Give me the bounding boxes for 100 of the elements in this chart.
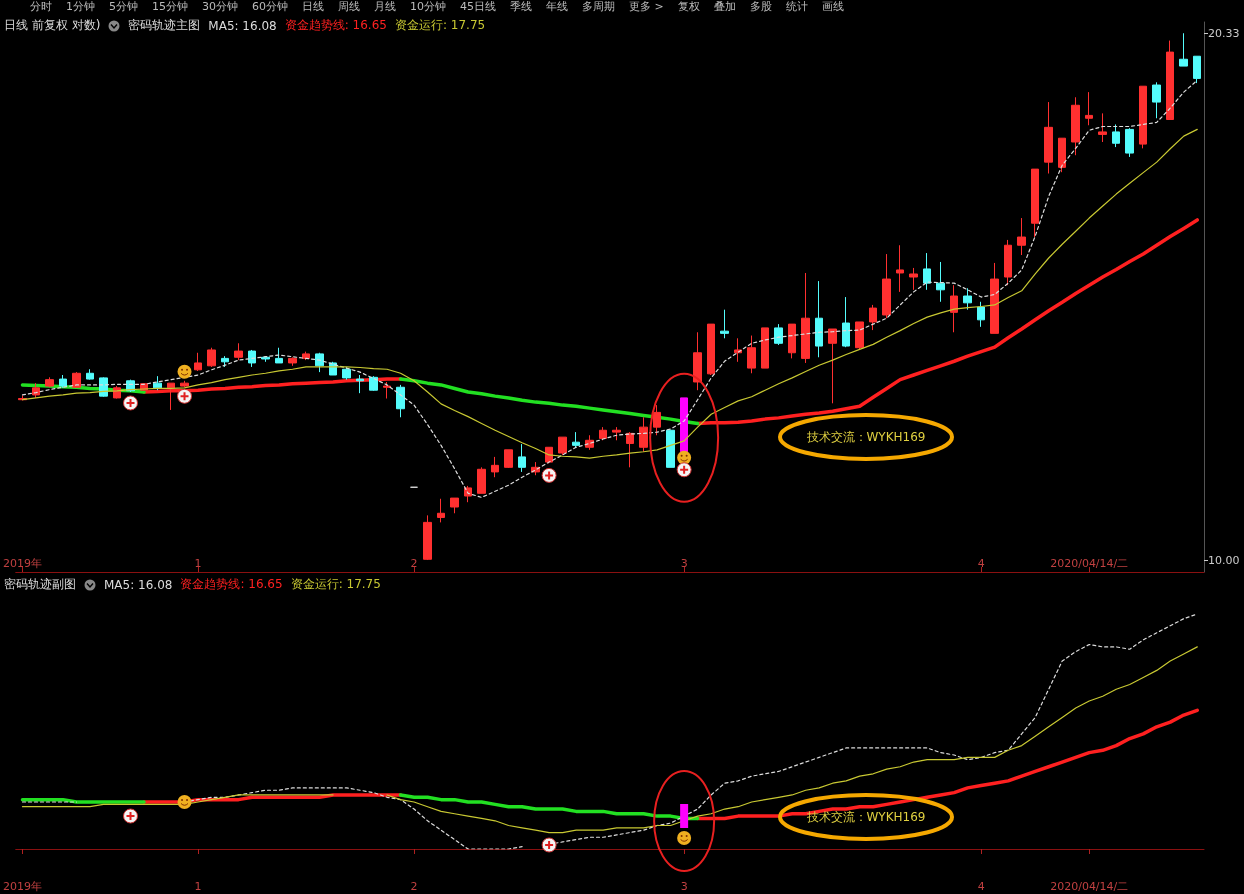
candlestick xyxy=(1152,81,1161,119)
text: 5分钟 xyxy=(109,0,138,14)
candlestick xyxy=(1112,123,1120,148)
text: 叠加 xyxy=(713,0,736,14)
candlestick xyxy=(59,374,67,389)
candlestick xyxy=(828,328,837,404)
y-tick-label: 10.00 xyxy=(1208,553,1240,567)
text: 日线 xyxy=(302,0,324,14)
candlestick xyxy=(342,366,351,381)
candlestick xyxy=(32,382,40,399)
line-series xyxy=(21,79,1198,498)
candlestick xyxy=(788,323,796,359)
candlestick xyxy=(72,371,81,389)
text: 月线 xyxy=(374,0,396,14)
candlestick xyxy=(815,280,823,358)
candlestick xyxy=(747,335,756,374)
candlestick xyxy=(302,351,310,361)
candlestick xyxy=(923,252,931,291)
x-tick-label: 1 xyxy=(194,880,202,893)
x-tick-label: 2020/04/14/二 xyxy=(1050,880,1129,893)
candlestick xyxy=(680,397,688,453)
candlestick xyxy=(1017,217,1026,256)
candlestick xyxy=(869,304,877,331)
text: 30分钟 xyxy=(202,0,238,14)
candlestick xyxy=(437,498,445,523)
candlestick xyxy=(167,382,175,411)
x-tick-label: 2019年 xyxy=(2,880,42,893)
candlestick xyxy=(423,514,432,561)
candlestick xyxy=(1071,96,1080,156)
candlestick xyxy=(194,352,202,372)
candlestick xyxy=(396,384,405,418)
text: 45日线 xyxy=(460,0,496,14)
candlestick xyxy=(626,431,634,468)
candlestick xyxy=(1058,137,1066,173)
candlestick xyxy=(369,375,378,392)
text: MA5: 16.08 xyxy=(104,577,173,592)
candlestick xyxy=(990,262,999,334)
text: 资金运行: 17.75 xyxy=(290,576,381,593)
candlestick xyxy=(86,368,94,381)
candlestick xyxy=(221,355,229,368)
text: 多周期 xyxy=(582,0,615,14)
chart-title: 日线 前复权 对数) xyxy=(4,17,101,34)
text: 资金趋势线: 16.65 xyxy=(180,576,283,593)
y-tick-label: 20.33 xyxy=(1208,26,1240,40)
candlestick xyxy=(1044,101,1053,175)
candlestick xyxy=(707,323,715,376)
candlestick xyxy=(801,272,810,364)
candlestick xyxy=(450,497,459,514)
candlestick xyxy=(936,261,945,303)
candlestick xyxy=(491,456,499,478)
candlestick xyxy=(1193,55,1201,84)
candlestick xyxy=(261,355,270,363)
candlestick xyxy=(1179,32,1188,67)
candlestick xyxy=(963,287,972,311)
text: 复权 xyxy=(677,0,700,14)
candlestick xyxy=(720,309,729,339)
candlestick xyxy=(383,381,391,400)
candlestick xyxy=(842,296,850,348)
candlestick xyxy=(909,267,918,291)
x-tick-label: 3 xyxy=(680,880,688,893)
text: 分时 xyxy=(30,0,52,14)
annotation: 技术交流：WYKH169 xyxy=(805,430,926,444)
x-tick-label: 1 xyxy=(194,557,202,570)
text: 多股 xyxy=(749,0,772,14)
candlestick xyxy=(1098,112,1107,143)
text: 15分钟 xyxy=(152,0,188,14)
candlestick xyxy=(599,426,607,441)
text: 年线 xyxy=(546,0,568,14)
text: 10分钟 xyxy=(410,0,446,14)
candlestick xyxy=(761,327,769,369)
text: 统计 xyxy=(785,0,808,14)
candlestick xyxy=(693,331,702,391)
annotation: 资金趋势线: 16.65 xyxy=(284,17,387,34)
candlestick xyxy=(774,323,783,346)
candlestick xyxy=(612,426,621,441)
candlestick xyxy=(1125,127,1134,158)
annotation: 技术交流：WYKH169 xyxy=(805,810,926,824)
candlestick xyxy=(180,380,189,388)
text: 周线 xyxy=(338,0,360,14)
candlestick xyxy=(653,404,661,436)
x-tick-label: 2020/04/14/二 xyxy=(1050,557,1129,570)
candlestick xyxy=(288,356,297,367)
candlestick xyxy=(666,429,675,468)
candlestick xyxy=(882,253,891,319)
chart-subtitle: 密码轨迹主图 xyxy=(128,17,201,34)
x-tick-label: 2 xyxy=(410,557,418,570)
candlestick xyxy=(572,431,580,448)
candlestick xyxy=(977,301,985,328)
x-tick-label: 4 xyxy=(977,557,985,570)
candlestick xyxy=(1166,40,1174,120)
candlestick xyxy=(248,349,256,368)
candlestick xyxy=(639,416,648,453)
x-tick-label: 3 xyxy=(680,557,688,570)
candlestick xyxy=(234,342,243,361)
line-series xyxy=(21,128,1198,459)
candlestick xyxy=(518,443,526,473)
candlestick xyxy=(950,284,958,333)
text: 更多 > xyxy=(629,0,664,14)
candlestick xyxy=(356,374,364,394)
candlestick xyxy=(153,375,162,391)
